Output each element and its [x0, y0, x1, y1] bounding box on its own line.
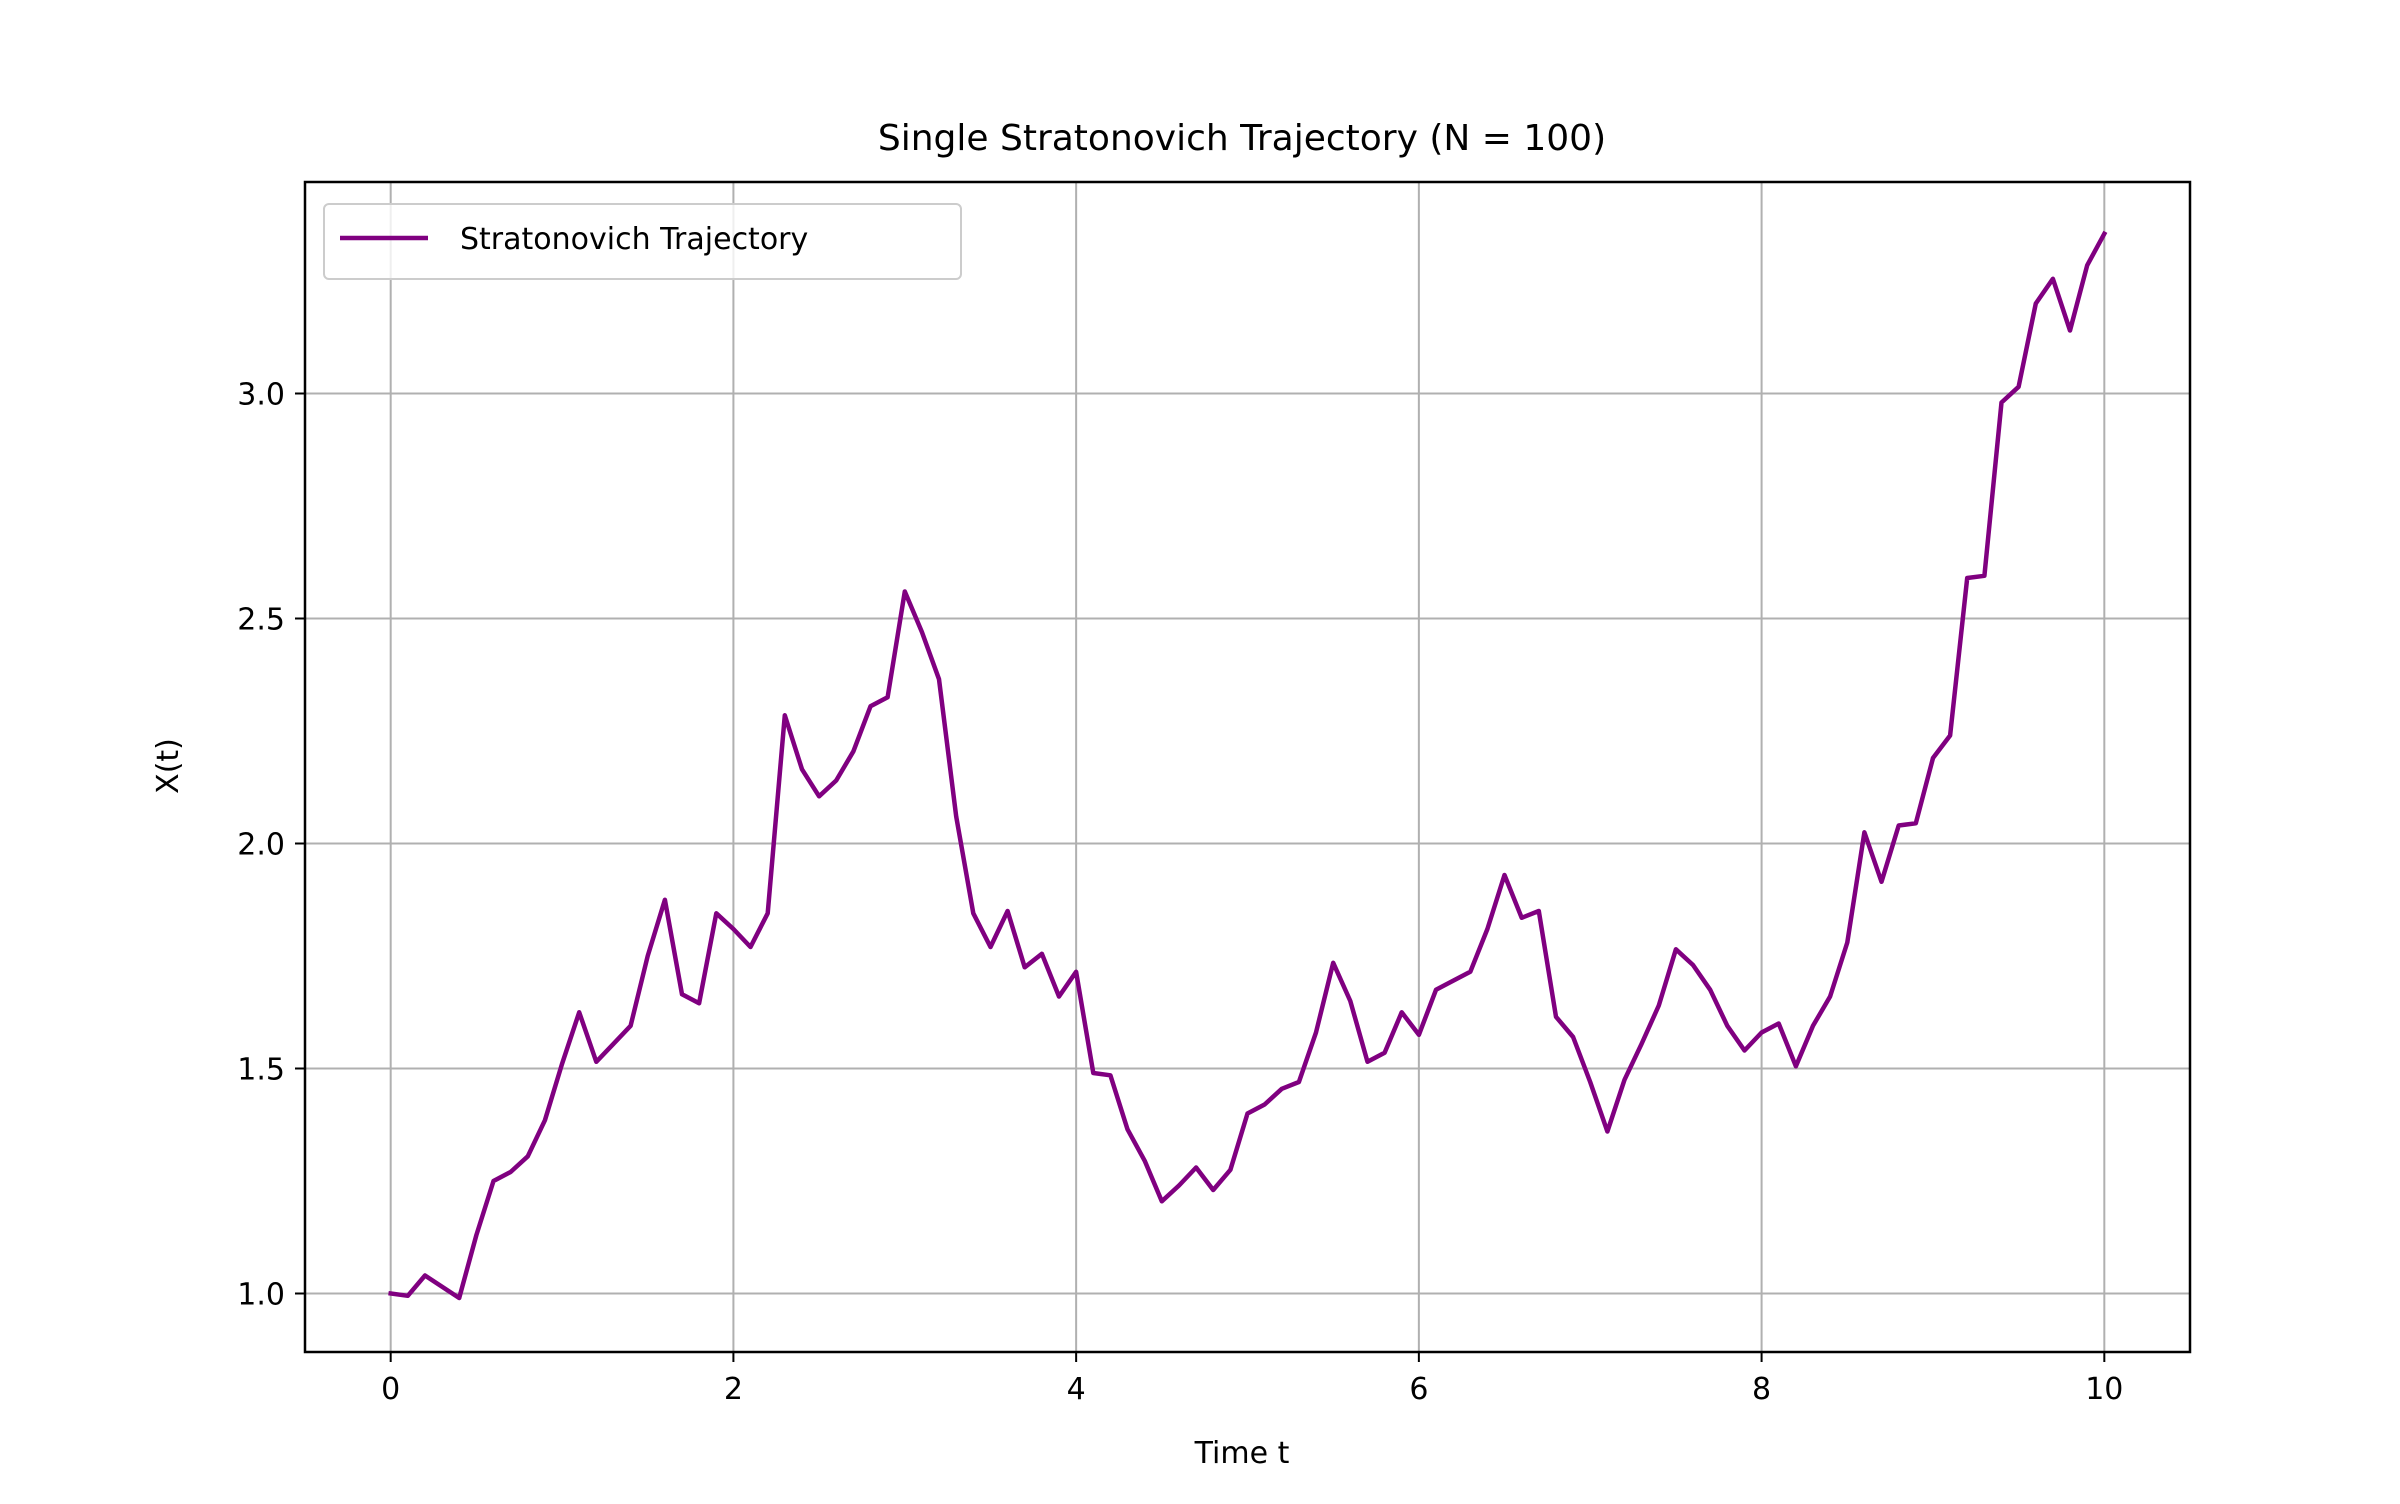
- grid-lines: [305, 182, 2190, 1352]
- y-tick-label: 1.0: [237, 1278, 285, 1313]
- chart-title: Single Stratonovich Trajectory (N = 100): [878, 118, 1606, 159]
- legend: Stratonovich Trajectory: [323, 203, 962, 280]
- plot-area-frame: [303, 180, 2192, 1354]
- x-tick-label: 0: [381, 1372, 400, 1407]
- x-tick-label: 6: [1409, 1372, 1428, 1407]
- y-axis-label: X(t): [151, 738, 186, 794]
- legend-label: Stratonovich Trajectory: [460, 222, 808, 257]
- series-layer: [388, 230, 2108, 1301]
- y-tick-label: 2.0: [237, 828, 285, 863]
- y-tick-label: 3.0: [237, 378, 285, 413]
- axis-ticks: 0 2 4 6 8 10 1.0 1.5 2.0 2.5 3.0: [237, 378, 2123, 1408]
- legend-box: [323, 203, 962, 280]
- y-tick-label: 2.5: [237, 603, 285, 638]
- x-tick-label: 10: [2085, 1372, 2123, 1407]
- x-tick-label: 2: [724, 1372, 743, 1407]
- series-line: [388, 230, 2108, 1301]
- x-tick-label: 8: [1752, 1372, 1771, 1407]
- y-tick-label: 1.5: [237, 1053, 285, 1088]
- x-axis-label: Time t: [1194, 1436, 1290, 1471]
- x-tick-label: 4: [1067, 1372, 1086, 1407]
